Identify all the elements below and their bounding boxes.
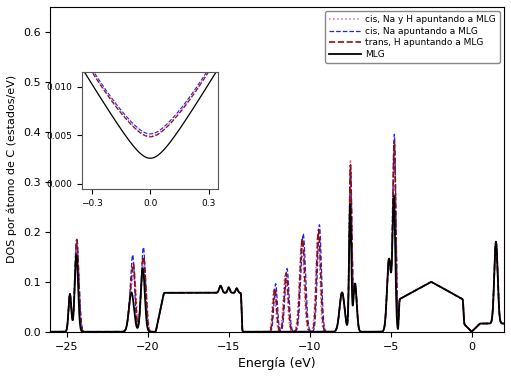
MLG	[391, 193, 397, 198]
cis, Na y H apuntando a MLG	[501, 321, 507, 326]
cis, Na apuntando a MLG	[48, 329, 54, 334]
cis, Na apuntando a MLG	[501, 321, 507, 326]
MLG	[501, 321, 507, 326]
trans, H apuntando a MLG	[408, 291, 414, 295]
cis, Na y H apuntando a MLG	[316, 246, 322, 250]
MLG	[384, 291, 390, 295]
cis, Na y H apuntando a MLG	[336, 314, 342, 319]
cis, Na y H apuntando a MLG	[391, 145, 397, 149]
Line: cis, Na y H apuntando a MLG: cis, Na y H apuntando a MLG	[51, 147, 504, 332]
cis, Na apuntando a MLG	[408, 291, 414, 295]
MLG	[265, 329, 271, 334]
MLG	[408, 291, 414, 295]
trans, H apuntando a MLG	[316, 228, 322, 233]
Line: trans, H apuntando a MLG: trans, H apuntando a MLG	[51, 141, 504, 332]
cis, Na y H apuntando a MLG	[48, 329, 54, 334]
MLG	[48, 329, 54, 334]
cis, Na apuntando a MLG	[248, 329, 254, 334]
cis, Na apuntando a MLG	[391, 132, 398, 136]
trans, H apuntando a MLG	[48, 329, 54, 334]
X-axis label: Energía (eV): Energía (eV)	[239, 357, 316, 370]
trans, H apuntando a MLG	[391, 139, 397, 144]
Line: MLG: MLG	[51, 196, 504, 332]
trans, H apuntando a MLG	[501, 321, 507, 326]
MLG	[336, 314, 342, 319]
trans, H apuntando a MLG	[384, 292, 390, 297]
cis, Na y H apuntando a MLG	[384, 292, 390, 297]
cis, Na y H apuntando a MLG	[408, 291, 414, 295]
cis, Na apuntando a MLG	[384, 291, 390, 295]
cis, Na apuntando a MLG	[212, 291, 218, 295]
Y-axis label: DOS por átomo de C (estados/eV): DOS por átomo de C (estados/eV)	[7, 75, 17, 264]
MLG	[316, 329, 322, 334]
cis, Na apuntando a MLG	[336, 314, 342, 319]
Legend: cis, Na y H apuntando a MLG, cis, Na apuntando a MLG, trans, H apuntando a MLG, : cis, Na y H apuntando a MLG, cis, Na apu…	[326, 11, 500, 63]
cis, Na apuntando a MLG	[316, 225, 322, 230]
trans, H apuntando a MLG	[336, 314, 342, 319]
cis, Na y H apuntando a MLG	[70, 313, 76, 318]
Line: cis, Na apuntando a MLG: cis, Na apuntando a MLG	[51, 134, 504, 332]
MLG	[70, 314, 76, 319]
MLG	[212, 291, 218, 295]
cis, Na apuntando a MLG	[70, 314, 76, 318]
trans, H apuntando a MLG	[212, 291, 218, 295]
trans, H apuntando a MLG	[70, 314, 76, 318]
cis, Na y H apuntando a MLG	[212, 291, 218, 295]
